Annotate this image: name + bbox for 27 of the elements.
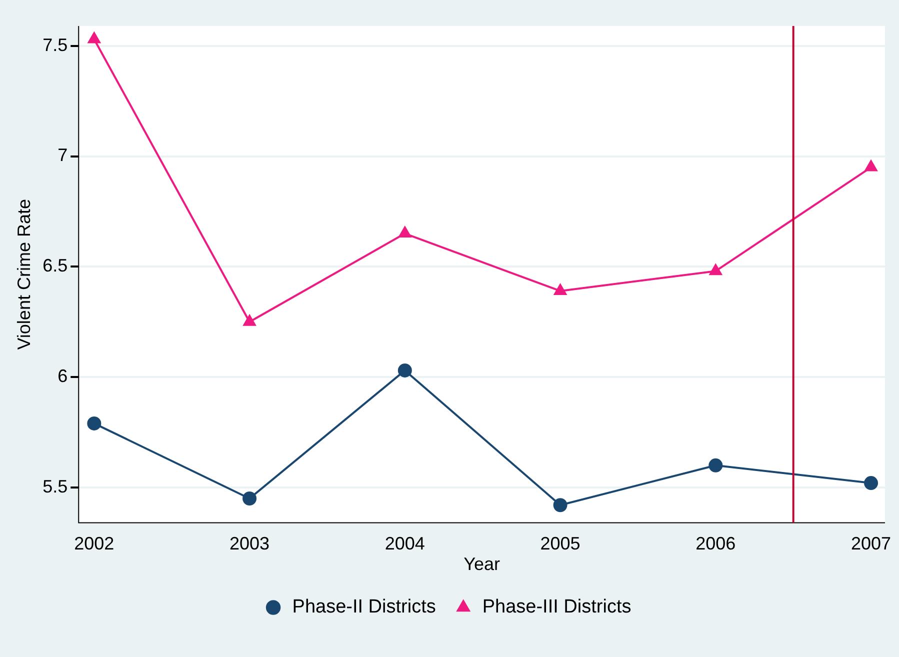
- point: [88, 32, 100, 44]
- y-tick-label: 7.5: [42, 34, 68, 55]
- y-axis-title: Violent Crime Rate: [14, 199, 34, 350]
- point: [864, 160, 878, 172]
- x-tick-label: 2002: [74, 534, 114, 554]
- point: [398, 363, 412, 378]
- point: [864, 476, 878, 490]
- x-tick-label: 2006: [696, 534, 736, 554]
- y-tick-label: 6.5: [42, 256, 68, 276]
- y-tick-label: 5.5: [42, 476, 68, 496]
- point: [398, 226, 412, 238]
- y-tick-label: 7: [58, 145, 68, 166]
- x-tick-label: 2004: [384, 534, 425, 554]
- point: [708, 458, 723, 472]
- y-tick-label: 6: [58, 366, 68, 386]
- point: [242, 492, 257, 506]
- legend-label: Phase-III Districts: [482, 596, 632, 618]
- point: [554, 284, 566, 295]
- point: [709, 264, 722, 276]
- x-axis-title: Year: [464, 554, 500, 574]
- point: [87, 416, 102, 430]
- x-tick-label: 2005: [540, 534, 580, 554]
- legend-label: Phase-II Districts: [292, 596, 436, 618]
- point: [553, 498, 568, 512]
- x-tick-label: 2007: [850, 534, 892, 554]
- point: [243, 314, 256, 326]
- x-tick-label: 2003: [230, 534, 270, 554]
